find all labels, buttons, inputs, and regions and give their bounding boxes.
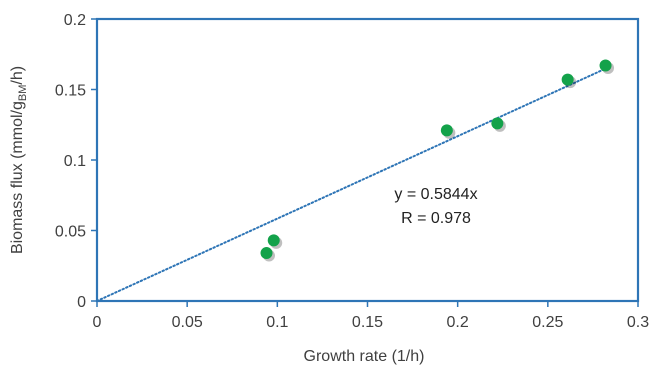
x-tick-label: 0.3 — [627, 314, 649, 331]
data-point — [440, 124, 453, 137]
plot-border — [95, 17, 640, 303]
y-tick-label: 0.05 — [55, 224, 86, 241]
x-tick-label: 0.25 — [532, 314, 563, 331]
y-tick-label: 0.2 — [64, 12, 86, 29]
svg-text:Biomass flux (mmol/gBM/h): Biomass flux (mmol/gBM/h) — [9, 66, 29, 254]
data-point — [267, 234, 280, 247]
x-tick-label: 0.15 — [352, 314, 383, 331]
y-tick-label: 0.1 — [64, 153, 86, 170]
x-tick-label: 0.1 — [266, 314, 288, 331]
x-axis-title: Growth rate (1/h) — [304, 348, 425, 365]
equation-annotation: y = 0.5844x — [394, 186, 477, 203]
plot-frame — [95, 17, 640, 303]
x-tick-label: 0.05 — [172, 314, 203, 331]
y-axis-title-main: Biomass flux (mmol/g — [9, 101, 26, 254]
data-point — [260, 247, 273, 260]
data-points — [260, 59, 615, 262]
x-tick-label: 0.2 — [447, 314, 469, 331]
axis-ticks: 0 0.05 0.1 0.15 0.2 0.25 0.3 0 0.05 0.1 0.15 0.2 — [55, 12, 649, 331]
data-point — [491, 117, 504, 130]
r-value-annotation: R = 0.978 — [401, 210, 471, 227]
trendline — [96, 67, 607, 302]
x-tick-label: 0 — [93, 314, 102, 331]
y-axis-title: Biomass flux (mmol/gBM/h) — [9, 66, 29, 254]
y-tick-label: 0 — [77, 294, 86, 311]
y-tick-label: 0.15 — [55, 83, 86, 100]
trendline-layer — [96, 67, 607, 302]
data-point — [599, 59, 612, 72]
data-point — [561, 73, 574, 86]
y-axis-title-suffix: /h) — [9, 66, 26, 85]
y-axis-title-sub: BM — [17, 85, 29, 102]
